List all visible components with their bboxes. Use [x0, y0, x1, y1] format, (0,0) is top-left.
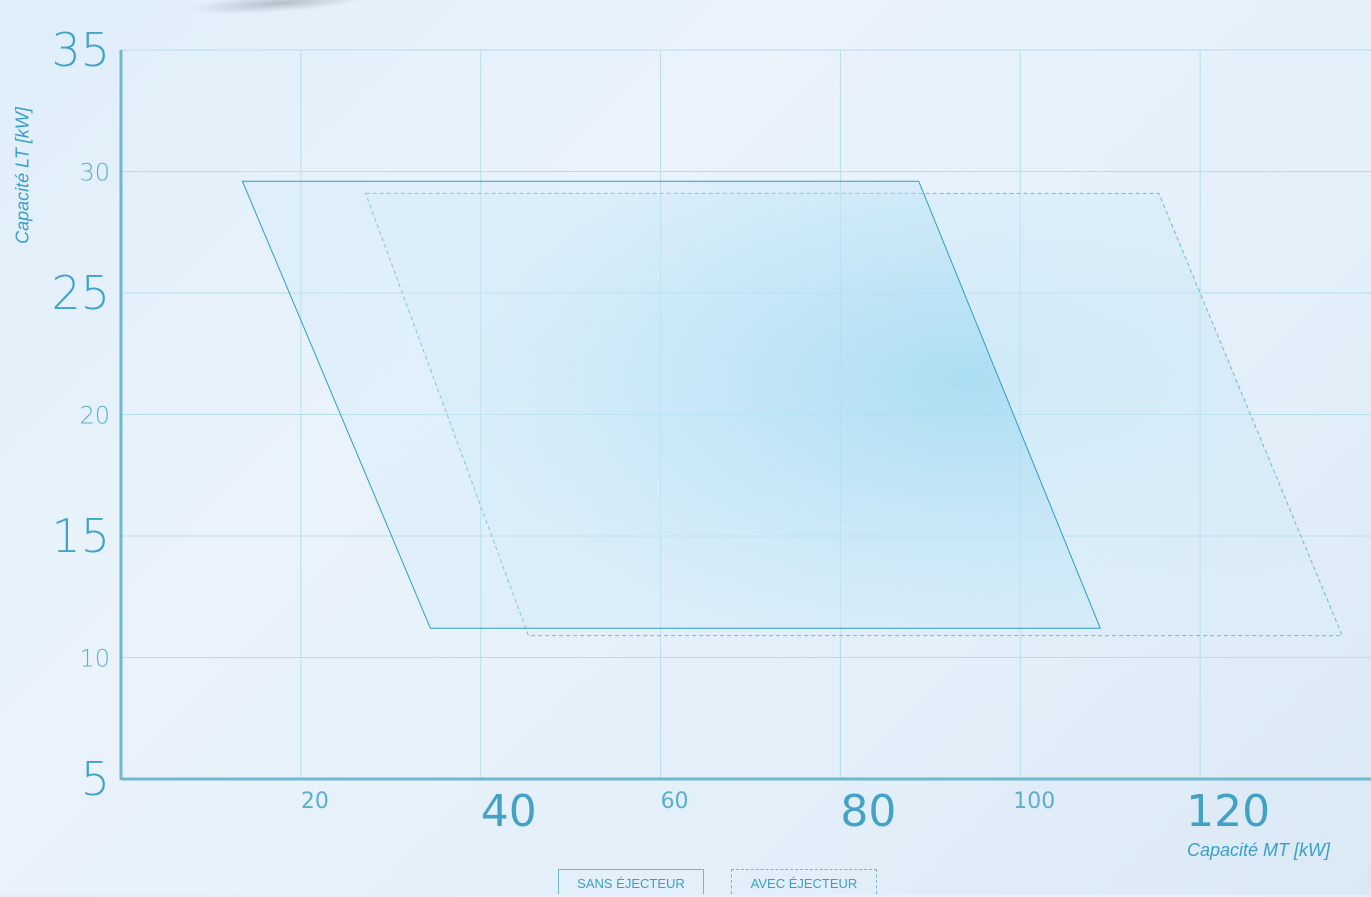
- y-tick-label-15: 15: [51, 509, 110, 563]
- x-tick-label-40: 40: [481, 786, 537, 837]
- series-sans-ejecteur-area: [241, 180, 1102, 629]
- x-tick-label-100: 100: [1013, 789, 1055, 814]
- y-tick-label-10: 10: [79, 645, 110, 673]
- legend: SANS ÉJECTEUR AVEC ÉJECTEUR: [0, 869, 1371, 895]
- legend-item-avec-ejecteur[interactable]: AVEC ÉJECTEUR: [731, 869, 877, 894]
- y-tick-label-30: 30: [79, 159, 110, 187]
- axes: [119, 50, 1371, 781]
- x-tick-label-120: 120: [1186, 786, 1270, 837]
- x-tick-label-80: 80: [840, 786, 896, 837]
- y-tick-label-5: 5: [81, 752, 110, 806]
- y-tick-label-35: 35: [51, 23, 110, 77]
- x-tick-label-60: 60: [661, 789, 689, 814]
- y-tick-label-20: 20: [79, 402, 110, 430]
- legend-item-sans-ejecteur[interactable]: SANS ÉJECTEUR: [558, 869, 704, 894]
- x-tick-label-20: 20: [301, 789, 329, 814]
- tick-labels: 5 10 15 20 25 30 35 20 40 60 80 100 120: [51, 23, 1270, 837]
- y-axis-label: Capacité LT [kW]: [12, 107, 33, 244]
- x-axis-label: Capacité MT [kW]: [1186, 840, 1330, 860]
- y-tick-label-25: 25: [51, 266, 110, 320]
- series-layer: [241, 180, 1343, 637]
